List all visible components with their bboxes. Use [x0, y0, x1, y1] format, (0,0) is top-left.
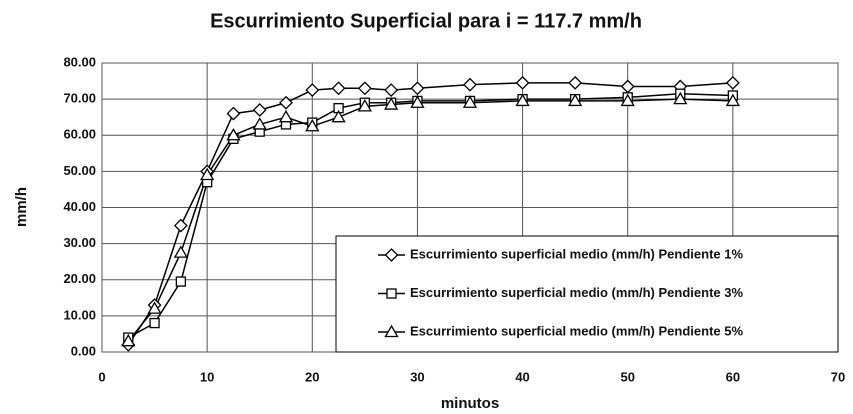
marker — [515, 93, 530, 107]
marker — [175, 276, 187, 287]
marker — [252, 103, 267, 117]
x-tick-label: 70 — [831, 369, 845, 384]
x-tick-label: 60 — [726, 369, 740, 384]
legend-label: Escurrimiento superficial medio (mm/h) P… — [410, 323, 743, 338]
marker — [725, 75, 740, 90]
marker — [121, 333, 136, 347]
marker — [357, 81, 372, 96]
y-tick-label: 80.00 — [63, 54, 96, 69]
y-tick-label: 60.00 — [63, 127, 96, 142]
y-tick-label: 70.00 — [63, 91, 96, 106]
y-tick-label: 10.00 — [63, 307, 96, 322]
series-line — [127, 98, 733, 342]
marker — [515, 75, 530, 90]
marker — [278, 109, 294, 123]
y-tick-label: 50.00 — [63, 163, 96, 178]
marker — [462, 95, 478, 108]
x-tick-label: 30 — [410, 369, 424, 384]
marker — [673, 91, 688, 105]
x-tick-label: 40 — [515, 369, 529, 384]
marker — [173, 245, 188, 258]
marker — [200, 167, 215, 181]
marker — [384, 324, 399, 338]
marker — [568, 75, 583, 90]
marker — [384, 83, 399, 98]
x-axis-label: minutos — [441, 395, 499, 412]
marker — [252, 117, 267, 130]
marker — [173, 218, 188, 233]
y-tick-label: 20.00 — [63, 271, 96, 286]
marker — [384, 248, 399, 262]
marker — [463, 77, 477, 92]
marker — [357, 99, 372, 112]
marker — [384, 97, 399, 110]
marker — [226, 127, 241, 141]
marker — [305, 118, 320, 132]
marker — [279, 95, 293, 110]
marker — [410, 81, 425, 96]
marker — [147, 301, 162, 314]
legend: Escurrimiento superficial medio (mm/h) P… — [335, 235, 839, 353]
x-tick-label: 20 — [305, 369, 319, 384]
marker — [226, 106, 241, 121]
legend-label: Escurrimiento superficial medio (mm/h) P… — [410, 246, 743, 261]
x-tick-label: 50 — [620, 369, 634, 384]
marker — [331, 81, 346, 96]
x-tick-label: 10 — [200, 369, 214, 384]
y-tick-label: 0.00 — [71, 343, 96, 358]
x-tick-label: 0 — [98, 369, 105, 384]
chart-title: Escurrimiento Superficial para i = 117.7… — [210, 10, 642, 32]
marker — [305, 83, 320, 98]
y-tick-label: 30.00 — [63, 235, 96, 250]
legend-box — [335, 235, 839, 353]
marker — [620, 93, 635, 107]
marker — [725, 93, 740, 107]
marker — [149, 317, 160, 329]
y-tick-label: 40.00 — [63, 199, 96, 214]
marker — [410, 95, 425, 108]
y-axis-label: mm/h — [13, 187, 30, 227]
series-line — [127, 92, 733, 339]
marker — [386, 288, 397, 299]
legend-label: Escurrimiento superficial medio (mm/h) P… — [410, 285, 743, 300]
marker — [568, 93, 583, 107]
marker — [331, 109, 346, 123]
